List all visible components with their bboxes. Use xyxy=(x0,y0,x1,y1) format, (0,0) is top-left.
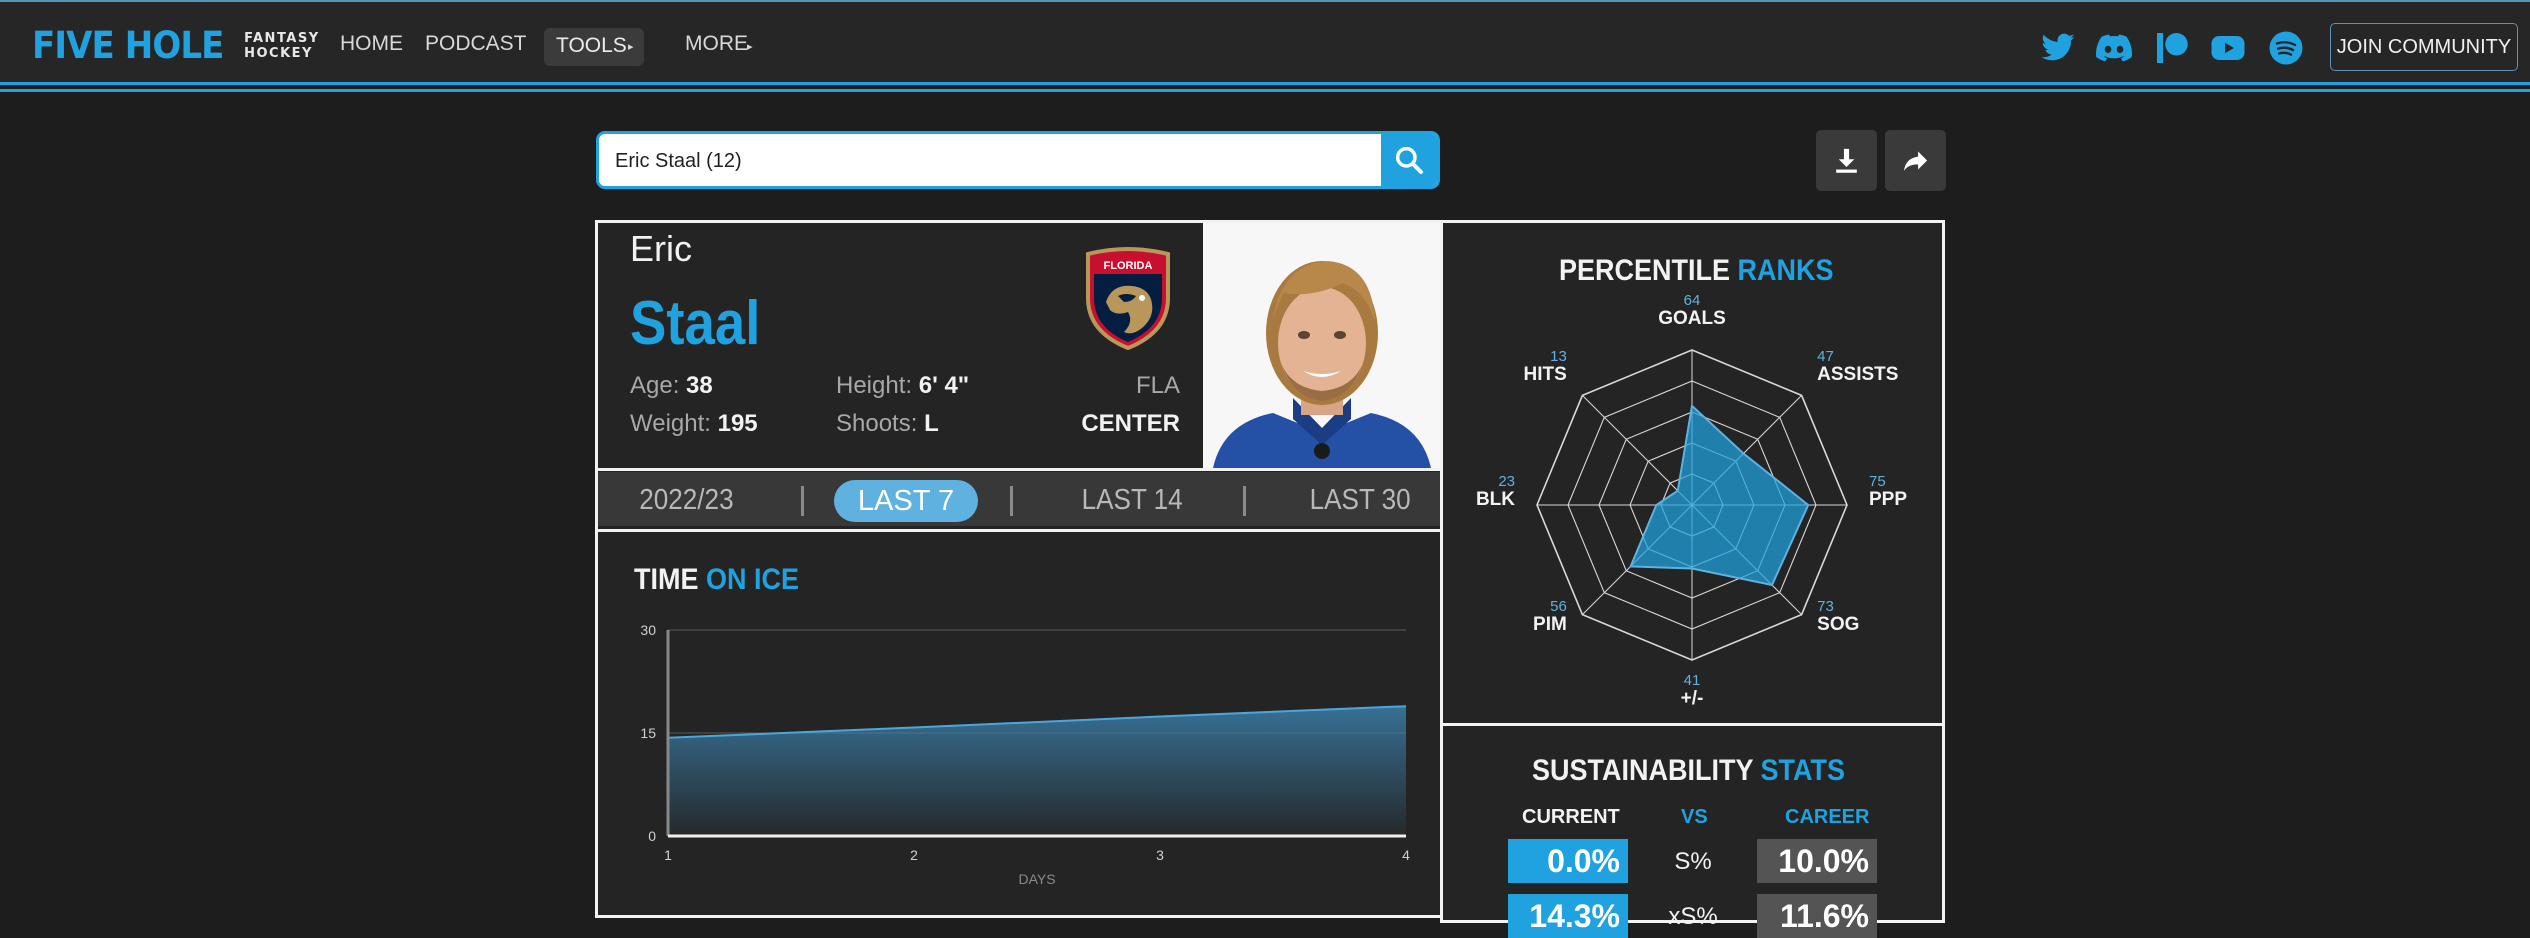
nav-more[interactable]: MORE xyxy=(685,32,748,55)
radar-axis-label: PIM xyxy=(1533,614,1567,635)
player-search xyxy=(596,131,1440,189)
player-weight: Weight: 195 xyxy=(630,410,758,437)
nav-home[interactable]: HOME xyxy=(340,32,403,55)
team-logo-wordmark: FLORIDA xyxy=(1104,260,1153,272)
percentile-title: PERCENTILE RANKS xyxy=(1559,254,1834,287)
x-axis-label: DAYS xyxy=(1018,871,1055,887)
radar-axis-label: GOALS xyxy=(1658,308,1726,329)
patreon-icon[interactable] xyxy=(2154,30,2190,66)
panel-divider xyxy=(598,529,1440,532)
download-button[interactable] xyxy=(1816,130,1877,191)
y-tick-label: 0 xyxy=(648,828,656,844)
nav-divider xyxy=(0,89,2530,92)
radar-value-label: 64 xyxy=(1684,292,1701,309)
tab-last-14[interactable]: LAST 14 xyxy=(1081,484,1183,516)
join-community-button[interactable]: JOIN COMMUNITY xyxy=(2330,23,2518,71)
twitter-icon[interactable] xyxy=(2040,30,2076,66)
tab-separator xyxy=(1243,486,1246,516)
timeframe-tabs xyxy=(598,472,1440,526)
nav-podcast[interactable]: PODCAST xyxy=(425,32,527,55)
caret-right-icon: ▸ xyxy=(628,41,634,53)
share-button[interactable] xyxy=(1885,130,1946,191)
site-logo[interactable]: FIVE HOLE FANTASY HOCKEY xyxy=(32,24,320,67)
x-tick-label: 4 xyxy=(1402,847,1410,863)
player-height: Height: 6' 4" xyxy=(836,372,970,399)
stat-career-value: 10.0% xyxy=(1757,839,1877,883)
radar-axis-label: ASSISTS xyxy=(1817,364,1898,385)
nav-tools[interactable]: TOOLS ▸ xyxy=(544,28,644,66)
toi-chart: 0 15 30 1 2 3 4 DAYS xyxy=(640,622,1410,887)
radar-value-label: 75 xyxy=(1869,473,1886,490)
stat-current-value: 14.3% xyxy=(1508,894,1628,938)
search-button[interactable] xyxy=(1381,134,1437,186)
player-photo-image xyxy=(1203,223,1441,468)
x-tick-label: 1 xyxy=(664,847,672,863)
stat-label: S% xyxy=(1674,848,1712,875)
player-search-input[interactable] xyxy=(613,134,1377,186)
toi-area xyxy=(668,706,1406,836)
logo-subtitle: FANTASY HOCKEY xyxy=(244,30,320,61)
col-career: CAREER xyxy=(1785,806,1870,828)
download-icon xyxy=(1836,148,1857,173)
toi-title: TIME ON ICE xyxy=(634,563,800,596)
x-tick-label: 3 xyxy=(1156,847,1164,863)
panel-divider xyxy=(598,468,1440,471)
player-last-name: Staal xyxy=(630,289,761,358)
team-abbreviation: FLA xyxy=(1135,372,1180,399)
spotify-icon[interactable] xyxy=(2268,30,2304,66)
stat-label: xS% xyxy=(1668,903,1718,930)
youtube-icon[interactable] xyxy=(2210,30,2246,66)
radar-value-label: 23 xyxy=(1498,473,1515,490)
player-shoots: Shoots: L xyxy=(836,410,939,437)
tab-2022-23[interactable]: 2022/23 xyxy=(639,484,734,516)
discord-icon[interactable] xyxy=(2096,30,2132,66)
tab-last-30[interactable]: LAST 30 xyxy=(1309,484,1411,516)
radar-data-area xyxy=(1629,403,1810,587)
tab-separator xyxy=(801,486,804,516)
player-headshot xyxy=(1203,223,1441,468)
col-current: CURRENT xyxy=(1522,806,1620,828)
search-icon xyxy=(1395,146,1423,174)
radar-axis-label: HITS xyxy=(1524,364,1567,385)
radar-value-label: 13 xyxy=(1550,348,1567,365)
col-vs: VS xyxy=(1681,806,1708,828)
navbar: FIVE HOLE FANTASY HOCKEY HOME PODCAST TO… xyxy=(0,2,2530,82)
caret-right-icon: ▸ xyxy=(747,41,753,53)
nav-tools-label: TOOLS xyxy=(556,34,627,57)
top-accent-line xyxy=(0,0,2530,2)
radar-value-label: 56 xyxy=(1550,598,1567,615)
player-first-name: Eric xyxy=(630,228,692,269)
radar-axis-label: SOG xyxy=(1817,614,1859,635)
radar-value-label: 41 xyxy=(1684,672,1701,689)
nav-divider xyxy=(0,82,2530,85)
stat-career-value: 11.6% xyxy=(1757,894,1877,938)
logo-wordmark: FIVE HOLE xyxy=(32,24,224,67)
team-logo-icon: FLORIDA xyxy=(1086,247,1170,350)
y-tick-label: 15 xyxy=(640,725,656,741)
share-arrow-icon xyxy=(1903,151,1928,171)
radar-axis-label: +/- xyxy=(1681,688,1704,709)
radar-axis-label: PPP xyxy=(1869,489,1907,510)
player-age: Age: 38 xyxy=(630,372,713,399)
radar-spoke xyxy=(1582,395,1693,506)
radar-axis-label: BLK xyxy=(1476,489,1515,510)
toi-series-line xyxy=(667,705,1407,739)
stat-current-value: 0.0% xyxy=(1508,839,1628,883)
radar-value-label: 73 xyxy=(1817,598,1834,615)
sustainability-title: SUSTAINABILITY STATS xyxy=(1532,754,1846,787)
x-tick-label: 2 xyxy=(910,847,918,863)
sustainability-panel xyxy=(1440,723,1945,923)
player-position: CENTER xyxy=(1081,410,1180,437)
tab-last-7[interactable]: LAST 7 xyxy=(834,480,978,522)
y-tick-label: 30 xyxy=(640,622,656,638)
radar-value-label: 47 xyxy=(1817,348,1834,365)
tab-separator xyxy=(1010,486,1013,516)
